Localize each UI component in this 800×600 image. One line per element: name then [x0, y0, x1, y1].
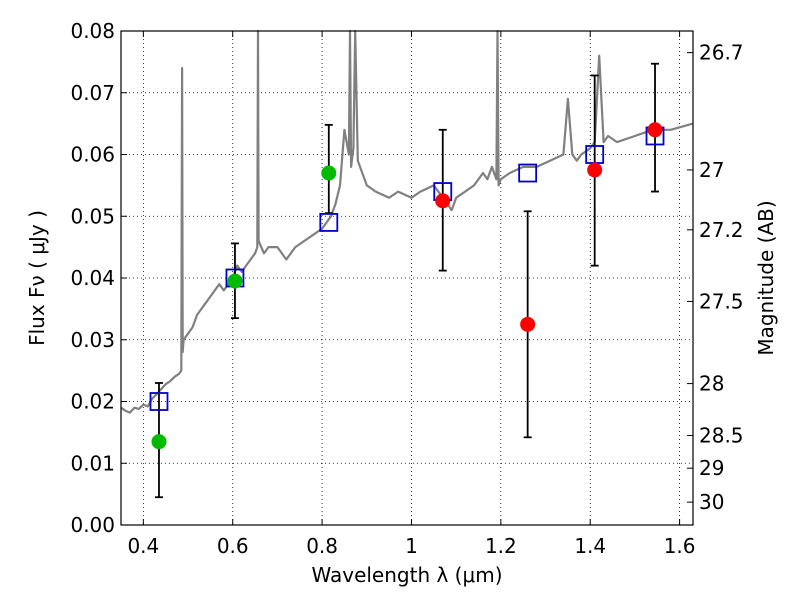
y-tick-label: 0.03: [70, 328, 115, 352]
y-tick-label: 0.00: [70, 513, 115, 537]
plot-frame: [120, 30, 694, 526]
observed-circle-marker: [151, 434, 167, 450]
x-tick-label: 1.4: [574, 534, 606, 558]
observed-circle-marker: [587, 162, 603, 178]
magnitude-tick-label: 30: [699, 490, 724, 514]
y-tick-label: 0.06: [70, 143, 115, 167]
x-tick-label: 0.8: [306, 534, 338, 558]
y-tick-label: 0.01: [70, 451, 115, 475]
circle-marker-layer: [151, 122, 663, 450]
observed-circle-marker: [435, 193, 451, 209]
y-axis-right-label: Magnitude (AB): [754, 200, 778, 355]
observed-circle-marker: [321, 165, 337, 181]
y-tick-label: 0.04: [70, 266, 115, 290]
magnitude-tick-label: 28.5: [699, 423, 744, 447]
spectrum-layer: [120, 29, 694, 414]
y-tick-label: 0.02: [70, 390, 115, 414]
observed-circle-marker: [227, 273, 243, 289]
x-axis: 0.4 0.6 0.8 1 1.2 1.4 1.6: [127, 31, 696, 558]
y-tick-label: 0.07: [70, 81, 115, 105]
spectrum-line: [120, 29, 694, 414]
magnitude-axis: 26.7 27 27.2 27.5 28 28.5 29 30: [687, 41, 744, 514]
model-square-marker: [149, 392, 169, 411]
y-axis-label: Flux Fν ( μJy ): [25, 210, 49, 346]
x-tick-label: 1: [405, 534, 418, 558]
square-marker-layer: [149, 126, 665, 411]
magnitude-tick-label: 27: [699, 158, 724, 182]
observed-circle-marker: [647, 122, 663, 138]
x-tick-label: 1.2: [485, 534, 517, 558]
magnitude-tick-label: 28: [699, 372, 724, 396]
grid: [121, 31, 693, 525]
x-tick-label: 0.4: [127, 534, 159, 558]
magnitude-tick-label: 27.5: [699, 289, 744, 313]
y-tick-label: 0.05: [70, 204, 115, 228]
x-tick-label: 1.6: [664, 534, 696, 558]
magnitude-tick-label: 29: [699, 456, 724, 480]
model-square-marker: [319, 213, 339, 232]
magnitude-tick-label: 27.2: [699, 218, 744, 242]
magnitude-tick-label: 26.7: [699, 41, 744, 65]
y-tick-label: 0.08: [70, 19, 115, 43]
model-square-marker: [518, 163, 538, 183]
observed-circle-marker: [520, 316, 536, 332]
y-axis: 0.00 0.01 0.02 0.03 0.04 0.05 0.06 0.07 0.08: [70, 19, 127, 537]
x-tick-label: 0.6: [217, 534, 249, 558]
x-axis-label: Wavelength λ (μm): [311, 563, 502, 587]
